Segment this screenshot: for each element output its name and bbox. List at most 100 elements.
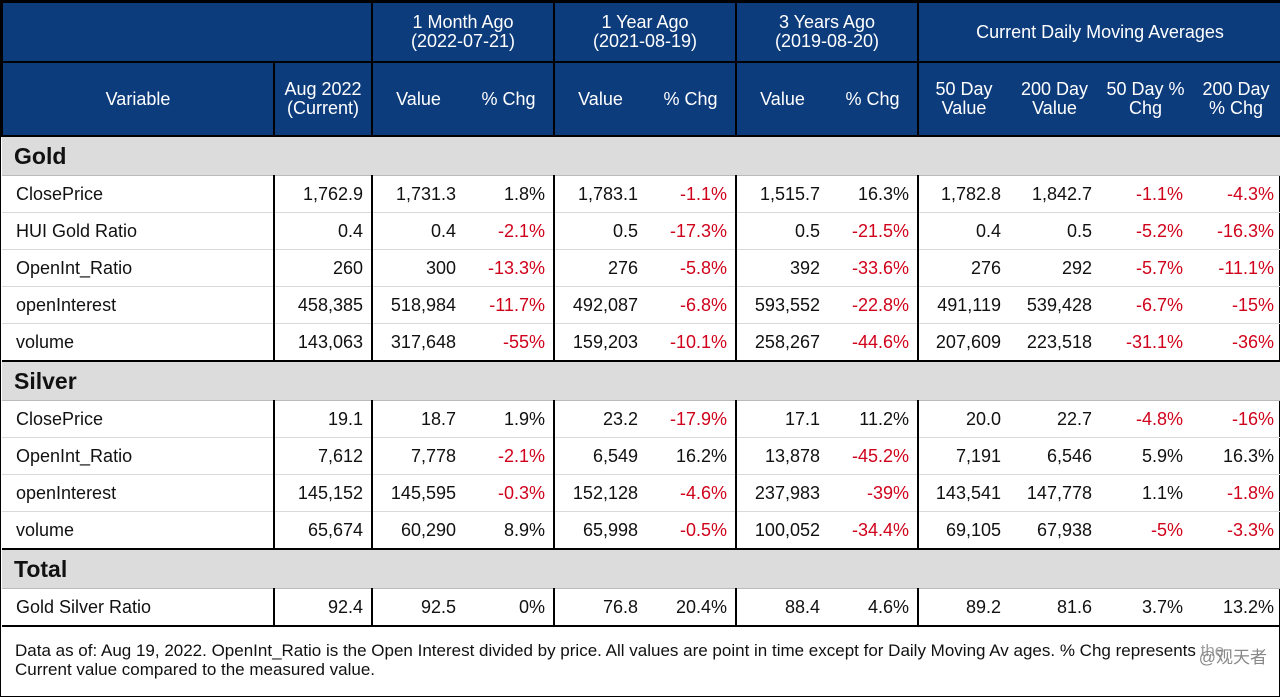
value-cell: 317,648 bbox=[371, 323, 464, 362]
value-cell: 23.2 bbox=[553, 400, 646, 438]
value-cell: 237,983 bbox=[735, 474, 828, 512]
value-cell: -33.6% bbox=[828, 249, 918, 287]
value-cell: 539,428 bbox=[1009, 286, 1100, 324]
value-cell: 207,609 bbox=[917, 323, 1009, 362]
value-cell: 0.5 bbox=[553, 212, 646, 250]
value-cell: -15% bbox=[1191, 286, 1280, 324]
value-cell: 100,052 bbox=[735, 511, 828, 550]
header-value: Value bbox=[371, 61, 464, 137]
value-cell: 17.1 bbox=[735, 400, 828, 438]
header-50-day-value: 50 Day Value bbox=[917, 61, 1009, 137]
table-row: Gold Silver Ratio 92.4 92.5 0% 76.8 20.4% 88.4… bbox=[2, 588, 1280, 627]
value-cell: 593,552 bbox=[735, 286, 828, 324]
section-title: Silver bbox=[2, 361, 1280, 401]
value-cell: -17.9% bbox=[646, 400, 736, 438]
value-cell: 147,778 bbox=[1009, 474, 1100, 512]
value-cell: 20.4% bbox=[646, 588, 736, 627]
value-cell: 1,762.9 bbox=[273, 175, 372, 213]
variable-cell: volume bbox=[2, 511, 274, 550]
value-cell: -16% bbox=[1191, 400, 1280, 438]
value-cell: -6.7% bbox=[1100, 286, 1191, 324]
value-cell: 300 bbox=[371, 249, 464, 287]
value-cell: 8.9% bbox=[464, 511, 554, 550]
value-cell: -5.8% bbox=[646, 249, 736, 287]
value-cell: 0.4 bbox=[917, 212, 1009, 250]
value-cell: -31.1% bbox=[1100, 323, 1191, 362]
group-date: (2019-08-20) bbox=[774, 31, 880, 51]
group-date: (2022-07-21) bbox=[410, 31, 516, 51]
value-cell: -11.1% bbox=[1191, 249, 1280, 287]
group-label: 3 Years Ago bbox=[778, 12, 876, 32]
value-cell: 492,087 bbox=[553, 286, 646, 324]
header-current: Aug 2022 (Current) bbox=[273, 61, 373, 137]
value-cell: 518,984 bbox=[371, 286, 464, 324]
value-cell: 16.2% bbox=[646, 437, 736, 475]
section-title: Total bbox=[2, 549, 1280, 589]
value-cell: 92.4 bbox=[273, 588, 372, 627]
value-cell: 22.7 bbox=[1009, 400, 1100, 438]
value-cell: 1,783.1 bbox=[553, 175, 646, 213]
value-cell: -2.1% bbox=[464, 437, 554, 475]
table-row: volume 65,674 60,290 8.9% 65,998 -0.5% 100,052… bbox=[2, 511, 1280, 550]
value-cell: 491,119 bbox=[917, 286, 1009, 324]
value-cell: 89.2 bbox=[917, 588, 1009, 627]
header-group-3-years: 3 Years Ago (2019-08-20) bbox=[735, 1, 919, 63]
watermark: @观天者 bbox=[1198, 643, 1267, 668]
value-cell: -13.3% bbox=[464, 249, 554, 287]
variable-cell: ClosePrice bbox=[2, 175, 274, 213]
value-cell: 19.1 bbox=[273, 400, 372, 438]
value-cell: 0.5 bbox=[735, 212, 828, 250]
value-cell: -11.7% bbox=[464, 286, 554, 324]
value-cell: -36% bbox=[1191, 323, 1280, 362]
header-group-moving-averages: Current Daily Moving Averages bbox=[916, 1, 1280, 63]
value-cell: 16.3% bbox=[1191, 437, 1280, 475]
value-cell: -6.8% bbox=[646, 286, 736, 324]
header-200-day-value: 200 Day Value bbox=[1009, 61, 1100, 137]
variable-cell: volume bbox=[2, 323, 274, 362]
value-cell: 76.8 bbox=[553, 588, 646, 627]
value-cell: 5.9% bbox=[1100, 437, 1191, 475]
value-cell: -4.6% bbox=[646, 474, 736, 512]
value-cell: -17.3% bbox=[646, 212, 736, 250]
table-row: OpenInt_Ratio 7,612 7,778 -2.1% 6,549 16.2% 13… bbox=[2, 437, 1280, 475]
value-cell: 143,541 bbox=[917, 474, 1009, 512]
value-cell: 292 bbox=[1009, 249, 1100, 287]
header-group-1-year: 1 Year Ago (2021-08-19) bbox=[553, 1, 737, 63]
variable-cell: OpenInt_Ratio bbox=[2, 249, 274, 287]
value-cell: 81.6 bbox=[1009, 588, 1100, 627]
value-cell: 69,105 bbox=[917, 511, 1009, 550]
table-row: ClosePrice 19.1 18.7 1.9% 23.2 -17.9% 17.1 11.2… bbox=[2, 400, 1280, 438]
group-label: 1 Month Ago bbox=[412, 12, 514, 32]
value-cell: 65,998 bbox=[553, 511, 646, 550]
value-cell: 260 bbox=[273, 249, 372, 287]
value-cell: -1.8% bbox=[1191, 474, 1280, 512]
value-cell: 1.1% bbox=[1100, 474, 1191, 512]
value-cell: -21.5% bbox=[828, 212, 918, 250]
value-cell: 16.3% bbox=[828, 175, 918, 213]
value-cell: -22.8% bbox=[828, 286, 918, 324]
value-cell: 276 bbox=[553, 249, 646, 287]
header-variable: Variable bbox=[1, 61, 275, 137]
section-row: Silver bbox=[2, 361, 1280, 401]
header-blank bbox=[274, 1, 373, 63]
value-cell: 7,612 bbox=[273, 437, 372, 475]
value-cell: 20.0 bbox=[917, 400, 1009, 438]
value-cell: -44.6% bbox=[828, 323, 918, 362]
value-cell: -39% bbox=[828, 474, 918, 512]
value-cell: 1.8% bbox=[464, 175, 554, 213]
value-cell: 7,191 bbox=[917, 437, 1009, 475]
value-cell: 3.7% bbox=[1100, 588, 1191, 627]
value-cell: 18.7 bbox=[371, 400, 464, 438]
footnote: Data as of: Aug 19, 2022. OpenInt_Ratio … bbox=[15, 641, 1225, 679]
group-date: (2021-08-19) bbox=[592, 31, 698, 51]
value-cell: 7,778 bbox=[371, 437, 464, 475]
value-cell: 159,203 bbox=[553, 323, 646, 362]
value-cell: 152,128 bbox=[553, 474, 646, 512]
table-row: ClosePrice 1,762.9 1,731.3 1.8% 1,783.1 -1.1%… bbox=[2, 175, 1280, 213]
value-cell: 145,152 bbox=[273, 474, 372, 512]
value-cell: 1,515.7 bbox=[735, 175, 828, 213]
value-cell: -5.2% bbox=[1100, 212, 1191, 250]
value-cell: -5.7% bbox=[1100, 249, 1191, 287]
header-value: Value bbox=[735, 61, 828, 137]
